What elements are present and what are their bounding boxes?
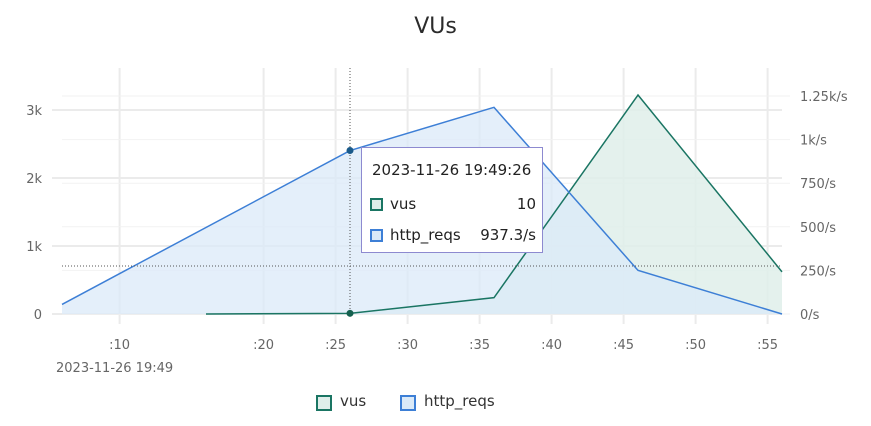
vus-legend-swatch-icon [316,395,332,411]
legend-label-http-reqs: http_reqs [424,392,495,410]
x-tick-label: :30 [397,338,418,353]
tooltip-row-vus: vus 10 [370,195,536,217]
series-line-http-reqs [61,106,783,315]
y-left-tick-label: 1k [26,240,42,255]
y-right-tick-label: 500/s [800,221,836,236]
y-left-tick-label: 2k [26,172,42,187]
x-tick-label: :55 [757,338,778,353]
tooltip-label-vus: vus [390,195,417,213]
y-right-tick-label: 1.25k/s [800,90,848,105]
hover-tooltip: 2023-11-26 19:49:26 vus 10 http_reqs 937… [361,147,543,253]
y-right-tick-label: 1k/s [800,134,827,149]
x-tick-label: :45 [613,338,634,353]
y-right-tick-label: 250/s [800,264,836,279]
hover-point-http-reqs [346,147,354,155]
chart-legend: vus http_reqs [0,392,871,416]
legend-label-vus: vus [340,392,367,410]
y-right-tick-label: 750/s [800,177,836,192]
tooltip-value-http-reqs: 937.3/s [480,226,536,244]
tooltip-time: 2023-11-26 19:49:26 [372,161,532,179]
x-tick-label: :35 [469,338,490,353]
y-left-tick-label: 3k [26,104,42,119]
chart-title: VUs [414,14,457,39]
x-tick-label: :25 [325,338,346,353]
x-tick-label: :50 [685,338,706,353]
x-tick-label: :40 [541,338,562,353]
y-left-tick-label: 0 [34,308,42,323]
series-line-vus [205,93,783,315]
tooltip-value-vus: 10 [516,195,536,213]
y-right-tick-label: 0/s [800,308,820,323]
http-reqs-swatch-icon [370,229,383,242]
x-tick-label: :10 [109,338,130,353]
vus-swatch-icon [370,198,383,211]
series-area-vus [206,95,782,314]
tooltip-row-http-reqs: http_reqs 937.3/s [370,226,536,248]
tooltip-label-http-reqs: http_reqs [390,226,461,244]
x-origin-label: 2023-11-26 19:49 [56,361,173,376]
http-reqs-legend-swatch-icon [400,395,416,411]
hover-point-vus [346,309,354,317]
x-tick-label: :20 [253,338,274,353]
